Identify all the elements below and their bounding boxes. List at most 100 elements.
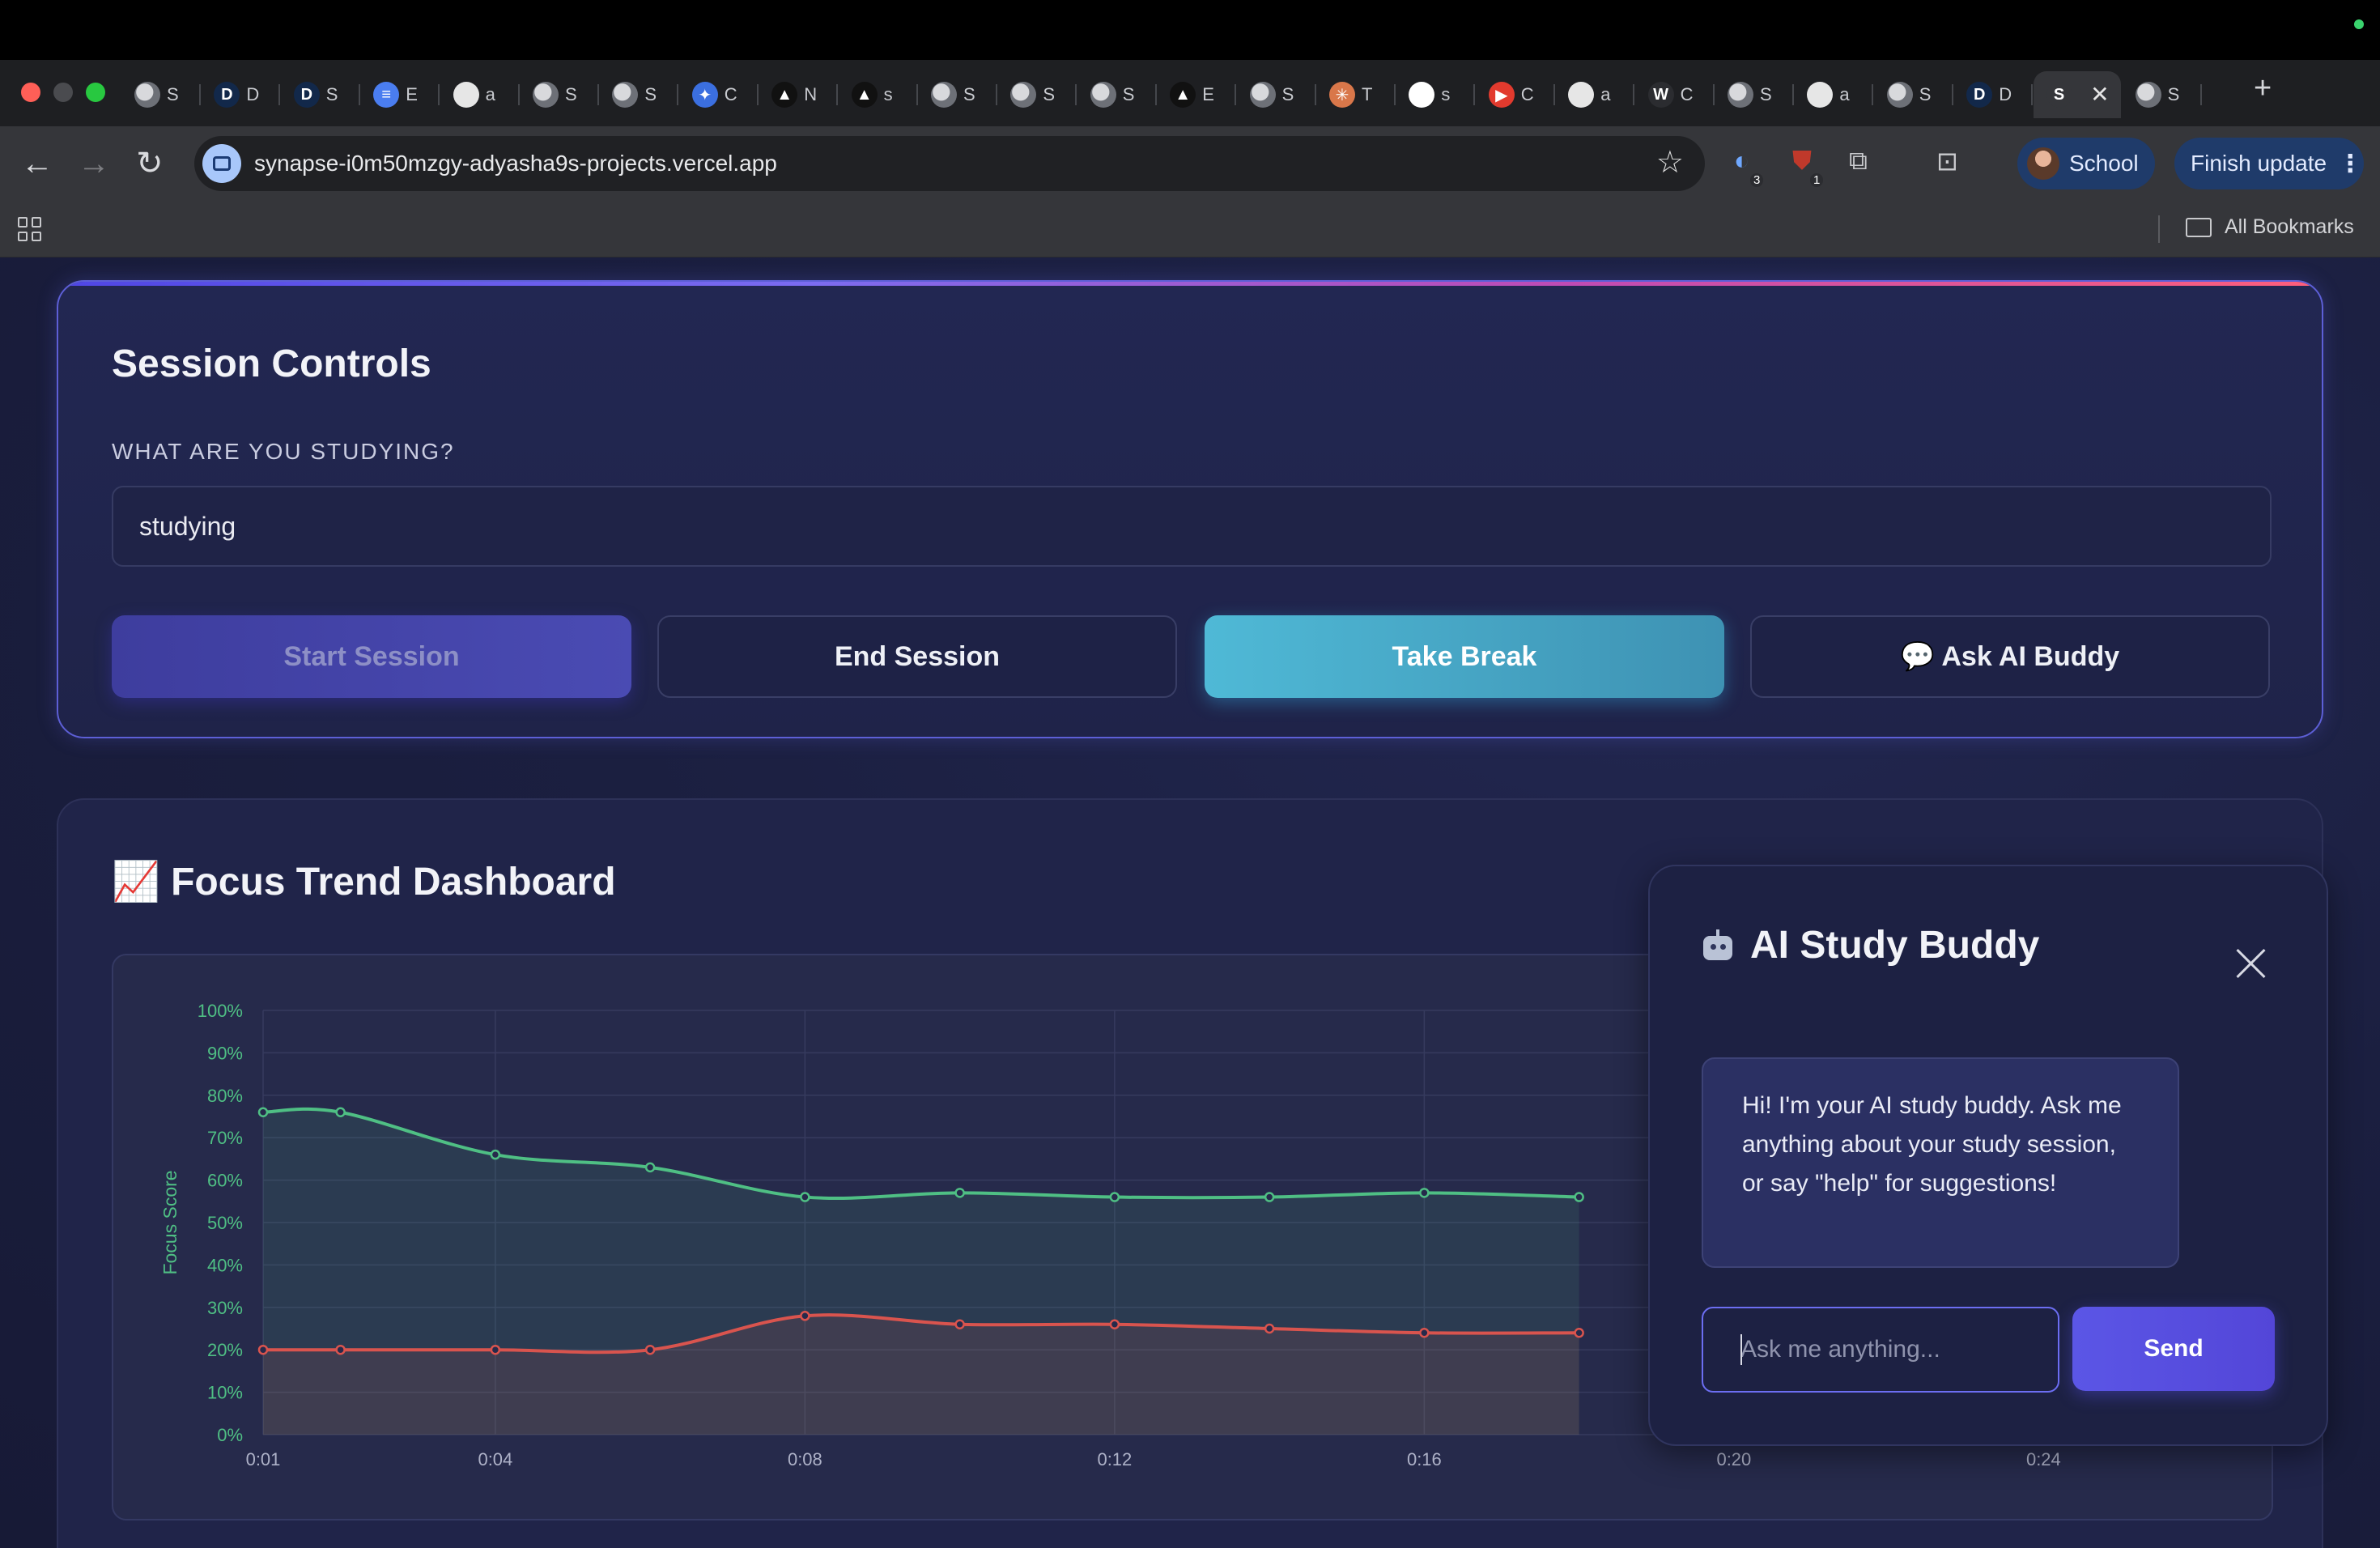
tab-separator xyxy=(2031,84,2034,105)
text-caret xyxy=(1740,1334,1742,1365)
ask-input[interactable] xyxy=(1702,1307,2059,1393)
close-icon[interactable] xyxy=(2234,947,2267,980)
browser-tab[interactable]: ▲ s xyxy=(839,71,918,118)
extension-shield-icon[interactable]: ⛊ xyxy=(1792,146,1813,175)
globe-icon xyxy=(1010,82,1037,108)
extension-icon[interactable]: ◐ xyxy=(1734,146,1750,175)
ask-ai-buddy-button[interactable]: 💬 Ask AI Buddy xyxy=(1750,615,2270,698)
tab-title: S xyxy=(167,84,179,104)
tab-title: s xyxy=(1441,84,1451,104)
y-tick-label: 60% xyxy=(207,1171,243,1191)
y-tick-label: 50% xyxy=(207,1213,243,1233)
close-tab-icon[interactable]: ✕ xyxy=(2090,82,2110,107)
browser-tab[interactable]: S xyxy=(997,71,1077,118)
ai-study-buddy-panel: AI Study Buddy Hi! I'm your AI study bud… xyxy=(1648,865,2328,1446)
browser-tab[interactable]: S xyxy=(918,71,997,118)
data-point xyxy=(1109,1319,1120,1330)
browser-tab[interactable]: S xyxy=(599,71,679,118)
tab-separator xyxy=(278,84,281,105)
data-point xyxy=(954,1188,965,1198)
browser-tab[interactable]: S xyxy=(2123,71,2202,118)
minimize-window-button[interactable] xyxy=(53,83,73,102)
focus-chart-svg: 0% 10% 20% 30% 40% 50% 60% 70% 80% 90% 100% 0:01 0:0… xyxy=(159,1001,2250,1469)
browser-tab[interactable]: S xyxy=(1715,71,1794,118)
browser-tab[interactable]: ▲ E xyxy=(1157,71,1237,118)
browser-tab[interactable]: S xyxy=(520,71,599,118)
close-window-button[interactable] xyxy=(21,83,40,102)
end-session-button[interactable]: End Session xyxy=(657,615,1177,698)
browser-tab[interactable]: ≡ E xyxy=(360,71,440,118)
globe-icon xyxy=(1728,82,1753,108)
data-point xyxy=(490,1149,501,1160)
d-logo-icon: D xyxy=(293,82,320,108)
tab-title: S xyxy=(644,84,657,104)
tab-separator xyxy=(996,84,997,105)
update-label: Finish update xyxy=(2191,151,2327,176)
extensions-puzzle-icon[interactable]: ⧉ xyxy=(1849,146,1868,175)
tab-separator xyxy=(1712,84,1715,105)
tab-separator xyxy=(2199,84,2202,105)
wiki-icon: W xyxy=(1647,82,1674,108)
macos-menubar xyxy=(0,0,2380,60)
tab-title: S xyxy=(2167,84,2180,104)
study-topic-input[interactable] xyxy=(112,486,2272,567)
extension-badge: 3 xyxy=(1750,173,1764,187)
kebab-menu-icon: ⋮ xyxy=(2338,150,2363,177)
all-bookmarks-button[interactable]: All Bookmarks xyxy=(2186,215,2354,239)
browser-tab[interactable]: S xyxy=(121,71,201,118)
back-button[interactable]: ← xyxy=(21,146,53,181)
tab-title: T xyxy=(1362,84,1373,104)
data-point xyxy=(644,1344,656,1355)
browser-tab[interactable]: ✳ T xyxy=(1316,71,1396,118)
browser-tab[interactable]: S xyxy=(1874,71,1953,118)
address-bar[interactable]: synapse-i0m50mzgy-adyasha9s-projects.ver… xyxy=(194,136,1705,191)
zoom-window-button[interactable] xyxy=(86,83,105,102)
browser-tab[interactable]: S ✕ xyxy=(2033,71,2121,118)
y-tick-label: 90% xyxy=(207,1043,243,1063)
tab-separator xyxy=(1792,84,1794,105)
tab-title: S xyxy=(565,84,577,104)
start-session-button[interactable]: Start Session xyxy=(112,615,631,698)
data-point xyxy=(257,1344,269,1355)
apps-grid-icon[interactable] xyxy=(18,217,42,241)
send-button[interactable]: Send xyxy=(2072,1307,2275,1391)
browser-tab[interactable]: ▶ C xyxy=(1476,71,1555,118)
tab-separator xyxy=(1633,84,1635,105)
data-point xyxy=(800,1192,810,1202)
browser-tab[interactable]: a xyxy=(1555,71,1635,118)
browser-tab[interactable]: S xyxy=(1237,71,1316,118)
ai-panel-title: AI Study Buddy xyxy=(1750,924,2040,967)
tab-separator xyxy=(677,84,679,105)
bookmark-star-icon[interactable]: ☆ xyxy=(1655,146,1684,180)
take-break-button[interactable]: Take Break xyxy=(1205,615,1724,698)
tab-search-icon[interactable]: ⊡ xyxy=(1936,147,1958,176)
y-tick-label: 40% xyxy=(207,1255,243,1275)
browser-tab[interactable]: ▲ N xyxy=(759,71,839,118)
session-controls-title: Session Controls xyxy=(112,342,431,385)
tab-separator xyxy=(358,84,360,105)
session-controls-card: Session Controls WHAT ARE YOU STUDYING? … xyxy=(57,280,2323,738)
browser-tab[interactable]: a xyxy=(440,71,520,118)
study-field-label: WHAT ARE YOU STUDYING? xyxy=(112,439,455,464)
browser-tab[interactable]: S xyxy=(1077,71,1157,118)
y-tick-label: 80% xyxy=(207,1086,243,1106)
finish-update-button[interactable]: Finish update ⋮ xyxy=(2174,138,2364,189)
new-tab-button[interactable]: + xyxy=(2254,71,2272,105)
y-tick-label: 0% xyxy=(217,1425,243,1445)
tab-title: D xyxy=(1999,84,2012,104)
divider xyxy=(2158,215,2160,243)
profile-button[interactable]: School xyxy=(2017,138,2155,189)
tab-title: C xyxy=(1680,84,1694,104)
browser-tab[interactable]: a xyxy=(1794,71,1874,118)
browser-tab[interactable]: ✦ C xyxy=(679,71,759,118)
site-info-icon[interactable] xyxy=(202,144,241,183)
data-point xyxy=(1264,1192,1275,1202)
forward-button[interactable]: → xyxy=(78,146,110,181)
reload-button[interactable]: ↻ xyxy=(136,146,164,181)
